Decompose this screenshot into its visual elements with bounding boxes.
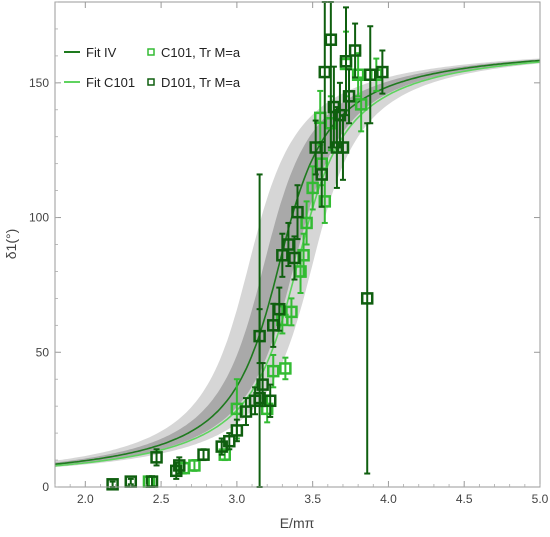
x-tick-label-5: 4.5: [456, 492, 473, 506]
c101-point-14: [318, 195, 332, 208]
legend: Fit IV Fit C101 C101, Tr M=a D101, Tr M=…: [64, 45, 241, 90]
y-axis-ticks: 0 50 100 150: [29, 1, 540, 494]
d101-point-3: [150, 451, 163, 464]
c101-point-2: [188, 459, 201, 472]
x-tick-label-4: 4.0: [380, 492, 397, 506]
legend-c101-marker: [147, 48, 155, 56]
d101-point-10: [239, 405, 253, 418]
c101-point-5: [260, 402, 274, 416]
c101-point-7: [279, 362, 292, 375]
legend-fit-c101-label: Fit C101: [86, 75, 135, 90]
c101-point-9: [285, 305, 298, 319]
d101-point-25: [324, 33, 338, 46]
d101-point-6: [197, 448, 210, 461]
legend-fit-iv-label: Fit IV: [86, 45, 117, 60]
d101-point-29: [336, 141, 350, 154]
legend-d101-label: D101, Tr M=a: [161, 75, 241, 90]
d101-point-24: [318, 65, 332, 79]
c101-point-10: [294, 265, 307, 278]
d101-point-35: [376, 65, 389, 79]
d101-point-5: [173, 459, 186, 472]
x-tick-label-3: 3.5: [304, 492, 321, 506]
d101-point-17: [273, 302, 286, 316]
y-axis-label: δ1(°): [3, 229, 19, 260]
legend-c101-label: C101, Tr M=a: [161, 45, 241, 60]
c101-point-12: [300, 216, 313, 230]
d101-point-14: [253, 329, 266, 343]
x-axis-ticks: 2.0 2.5 3.0 3.5 4.0 4.5 5.0: [54, 2, 549, 506]
x-tick-label-1: 2.5: [153, 492, 170, 506]
d101-point-16: [267, 319, 280, 332]
d101-point-33: [360, 292, 374, 305]
x-tick-label-0: 2.0: [77, 492, 94, 506]
c101-point-20: [354, 98, 368, 111]
d101-point-0: [106, 478, 119, 491]
d101-point-34: [364, 68, 377, 81]
d101-point-15: [263, 394, 277, 408]
d101-point-32: [348, 44, 362, 57]
d101-point-22: [309, 141, 322, 154]
d101-point-20: [288, 251, 301, 265]
y-tick-label-1: 50: [36, 345, 50, 359]
c101-point-6: [267, 364, 280, 378]
x-tick-label-2: 3.0: [229, 492, 246, 506]
x-axis-label: E/mπ: [280, 515, 315, 531]
c101-point-13: [306, 181, 319, 195]
legend-d101-marker: [147, 78, 155, 86]
d101-point-23: [315, 168, 328, 181]
d101-point-21: [291, 205, 304, 219]
c101-point-19: [351, 68, 365, 81]
y-tick-label-2: 100: [29, 211, 49, 225]
d101-point-9: [230, 424, 244, 437]
y-tick-label-3: 150: [29, 76, 49, 90]
d101-point-31: [342, 90, 356, 103]
series-d101-points: [106, 1, 389, 491]
x-tick-label-6: 5.0: [532, 492, 549, 506]
d101-point-19: [282, 238, 295, 251]
d101-point-30: [339, 55, 353, 68]
y-tick-label-0: 0: [42, 480, 49, 494]
